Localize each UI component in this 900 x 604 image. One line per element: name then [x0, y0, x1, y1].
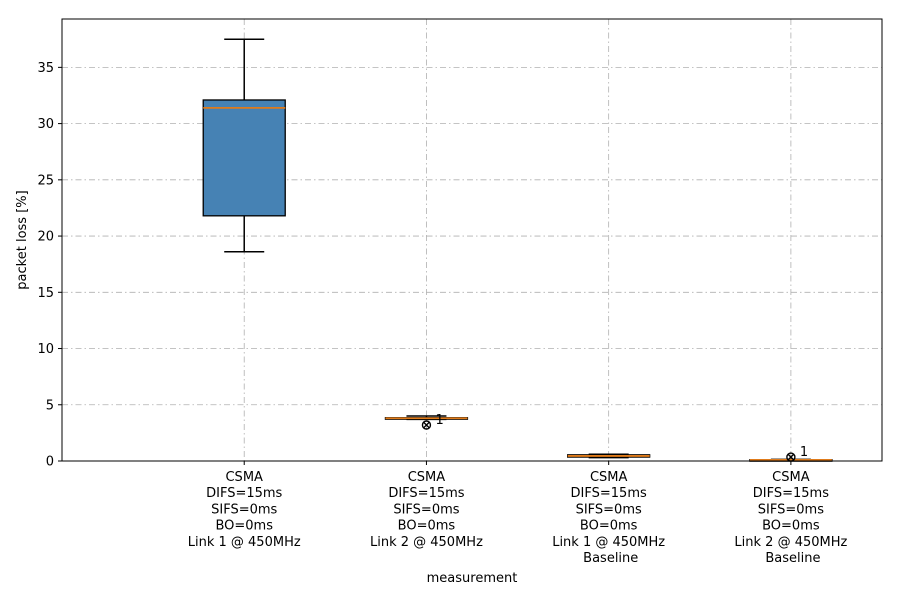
- x-tick-label: CSMA DIFS=15ms SIFS=0ms BO=0ms Link 2 @ 450M…: [370, 470, 483, 550]
- box-layer: 11: [202, 38, 833, 462]
- outlier-count-label: 1: [435, 413, 443, 428]
- axis-layer: 0 5 10 15 20 25 30 35 CSMA DIFS=15ms SIFS=0ms BO=0m…: [37, 18, 883, 566]
- plot-frame: [61, 18, 883, 462]
- x-tick-label: CSMA DIFS=15ms SIFS=0ms BO=0ms Link 2 @ 450M…: [734, 470, 847, 566]
- y-tick-label: 20: [37, 230, 54, 245]
- y-tick-label: 10: [37, 342, 54, 357]
- y-axis-title: packet loss [%]: [15, 190, 30, 289]
- box-body: [202, 99, 286, 217]
- x-axis-title: measurement: [427, 571, 518, 586]
- box-1: [202, 38, 286, 253]
- x-tick-label: CSMA DIFS=15ms SIFS=0ms BO=0ms Link 1 @ 450M…: [552, 470, 665, 566]
- y-tick-label: 35: [37, 61, 54, 76]
- y-tick-label: 25: [37, 173, 54, 188]
- box-2: 1: [384, 413, 469, 430]
- x-tick-label: CSMA DIFS=15ms SIFS=0ms BO=0ms Link 1 @ 450M…: [188, 470, 301, 550]
- grid-layer: [62, 19, 882, 461]
- y-tick-label: 15: [37, 286, 54, 301]
- outlier-count-label: 1: [800, 445, 808, 460]
- box-3: [567, 453, 651, 459]
- y-tick-label: 30: [37, 117, 54, 132]
- outlier-marker: [421, 420, 432, 430]
- y-tick-label: 0: [46, 455, 54, 470]
- y-tick-label: 5: [46, 398, 54, 413]
